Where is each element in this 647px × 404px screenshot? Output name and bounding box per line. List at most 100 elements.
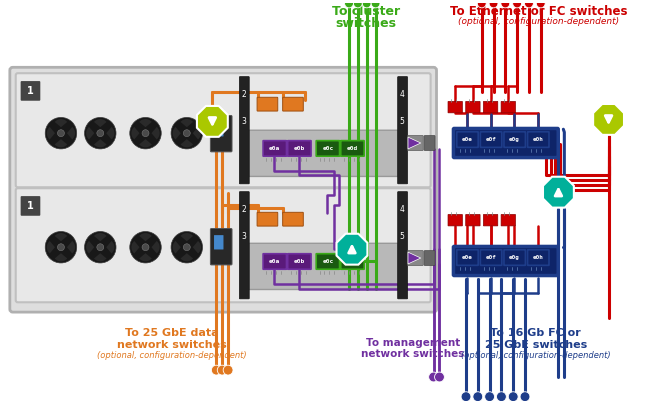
FancyBboxPatch shape [448,215,463,226]
FancyBboxPatch shape [214,122,223,137]
Circle shape [501,0,510,8]
Circle shape [429,372,439,382]
Wedge shape [131,127,140,139]
Polygon shape [408,252,421,264]
FancyBboxPatch shape [288,141,311,156]
Wedge shape [173,127,181,139]
FancyBboxPatch shape [210,229,232,265]
Wedge shape [181,119,193,127]
FancyBboxPatch shape [16,188,431,302]
Wedge shape [151,241,160,253]
FancyBboxPatch shape [16,73,431,187]
FancyBboxPatch shape [480,132,502,147]
Text: 3: 3 [241,232,247,241]
FancyBboxPatch shape [408,250,423,265]
Text: 25 GbE switches: 25 GbE switches [485,340,587,349]
Circle shape [97,244,104,251]
Circle shape [371,0,380,8]
Text: 1: 1 [27,201,34,211]
Text: e0b: e0b [294,146,305,151]
FancyBboxPatch shape [21,81,40,101]
Wedge shape [67,127,75,139]
Text: e0d: e0d [347,146,358,151]
FancyBboxPatch shape [214,235,223,250]
Circle shape [45,231,77,263]
FancyBboxPatch shape [480,250,502,265]
Wedge shape [94,253,107,261]
Circle shape [85,118,116,149]
Circle shape [171,231,203,263]
Polygon shape [593,104,624,135]
Polygon shape [197,106,228,137]
Wedge shape [106,127,115,139]
Wedge shape [55,139,67,147]
Text: network switches: network switches [361,349,465,360]
Text: 4: 4 [400,205,404,215]
FancyBboxPatch shape [248,243,398,290]
Text: 5: 5 [400,117,404,126]
FancyBboxPatch shape [408,136,423,150]
FancyBboxPatch shape [288,254,311,269]
Text: (optional, configuration-dependent): (optional, configuration-dependent) [458,17,619,26]
Circle shape [520,392,530,402]
FancyBboxPatch shape [501,101,516,113]
Wedge shape [67,241,75,253]
Circle shape [142,244,149,251]
FancyBboxPatch shape [248,130,398,177]
FancyBboxPatch shape [398,191,408,299]
Wedge shape [181,253,193,261]
FancyBboxPatch shape [398,77,408,184]
Text: To Ethernet or FC switches: To Ethernet or FC switches [450,5,628,18]
Wedge shape [139,139,152,147]
Circle shape [97,130,104,137]
Circle shape [435,372,444,382]
Circle shape [183,130,190,137]
FancyBboxPatch shape [283,97,303,111]
Circle shape [512,0,521,8]
FancyBboxPatch shape [466,215,480,226]
Circle shape [85,231,116,263]
Text: e0d: e0d [347,259,358,264]
Circle shape [183,244,190,251]
Circle shape [461,392,471,402]
FancyBboxPatch shape [263,141,287,156]
FancyBboxPatch shape [341,254,364,269]
FancyBboxPatch shape [239,191,249,299]
Text: e0b: e0b [294,259,305,264]
FancyBboxPatch shape [457,250,478,265]
Text: 1: 1 [27,86,34,96]
Wedge shape [151,127,160,139]
Wedge shape [94,119,107,127]
FancyBboxPatch shape [239,77,249,184]
Text: switches: switches [335,17,396,30]
Wedge shape [139,119,152,127]
Text: e0e: e0e [462,137,473,142]
Circle shape [496,392,507,402]
Circle shape [130,118,161,149]
Text: 2: 2 [241,205,247,215]
Text: e0g: e0g [509,255,520,260]
FancyBboxPatch shape [457,132,478,147]
Wedge shape [106,241,115,253]
Circle shape [142,130,149,137]
Text: 5: 5 [400,232,404,241]
Text: (optional, configuration-dependent): (optional, configuration-dependent) [97,351,247,360]
FancyBboxPatch shape [466,101,480,113]
FancyBboxPatch shape [527,250,549,265]
Wedge shape [181,139,193,147]
FancyBboxPatch shape [316,254,340,269]
Circle shape [485,392,494,402]
Text: e0h: e0h [533,137,543,142]
Wedge shape [131,241,140,253]
Circle shape [345,0,353,8]
Text: (optional, configuration-dependent): (optional, configuration-dependent) [461,351,611,360]
Circle shape [58,130,65,137]
FancyBboxPatch shape [504,132,525,147]
Wedge shape [193,241,201,253]
FancyBboxPatch shape [257,213,278,226]
Text: To management: To management [366,338,460,348]
FancyBboxPatch shape [454,246,558,276]
Wedge shape [181,233,193,241]
Circle shape [130,231,161,263]
FancyBboxPatch shape [263,254,287,269]
